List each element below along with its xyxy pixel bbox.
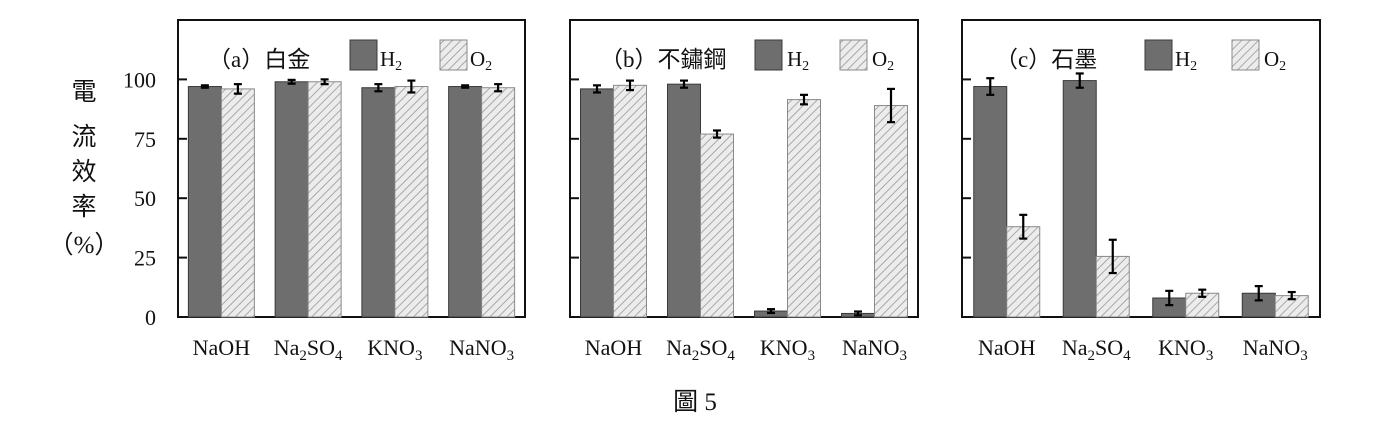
plot-frame [569, 19, 919, 318]
bar-h2 [361, 87, 396, 318]
plot-frame [961, 19, 1321, 318]
y-tick-label: 100 [123, 67, 156, 92]
bar-h2 [580, 88, 614, 318]
bar-o2 [787, 99, 821, 318]
x-tick-label: NaOH [978, 335, 1036, 360]
bar-o2 [307, 81, 342, 318]
bar-o2 [481, 87, 516, 318]
legend-swatch-o2 [1231, 39, 1260, 71]
x-tick-label: NaNO3 [1243, 335, 1308, 364]
ylabel-char: 電 [71, 79, 96, 106]
bar-h2 [667, 83, 701, 318]
ylabel-char: 率 [71, 193, 96, 221]
x-tick-label: NaOH [193, 335, 251, 360]
x-tick-label: KNO3 [367, 335, 422, 364]
y-tick-label: 25 [134, 246, 156, 271]
x-tick-label: Na2SO4 [274, 335, 343, 364]
legend-label-h2: H2 [380, 47, 402, 74]
panel-title: （a）白金 [208, 47, 310, 72]
x-tick-label: Na2SO4 [666, 335, 735, 364]
legend-swatch-h2 [1144, 39, 1173, 71]
ylabel-char: （%） [49, 231, 120, 259]
x-tick-label: KNO3 [1158, 335, 1213, 364]
legend-label-o2: O2 [872, 47, 894, 74]
legend-label-o2: O2 [1264, 47, 1286, 74]
y-tick-label: 0 [145, 305, 156, 330]
figure-caption: 圖 5 [673, 389, 717, 416]
legend: H2 O2 [1144, 39, 1286, 74]
chart-panel: NaOH Na2SO4 KNO3 NaNO3 （c）石墨 H2 O2 [961, 19, 1321, 364]
bar-o2 [1006, 226, 1041, 318]
panel-title: （c）石墨 [995, 47, 1097, 72]
legend-label-h2: H2 [787, 47, 809, 74]
legend-swatch-o2 [439, 39, 468, 71]
panel-title: （b）不鏽鋼 [600, 47, 727, 72]
y-tick-label: 50 [134, 186, 156, 211]
chart-panel: 0 25 50 75 100 NaOH Na2SO4 KNO3 NaNO3 （a）白金 H2 O2 [123, 19, 526, 364]
legend-label-h2: H2 [1175, 47, 1197, 74]
bar-o2 [220, 88, 255, 318]
legend: H2 O2 [349, 39, 492, 74]
bar-o2 [394, 86, 429, 318]
y-tick-label: 75 [134, 127, 156, 152]
x-tick-label: NaNO3 [842, 335, 907, 364]
legend-swatch-h2 [349, 39, 378, 71]
legend-label-o2: O2 [470, 47, 492, 74]
bar-h2 [274, 81, 309, 318]
ylabel-char: 流 [71, 123, 96, 151]
x-tick-label: NaNO3 [449, 335, 514, 364]
chart-panel: NaOH Na2SO4 KNO3 NaNO3 （b）不鏽鋼 H2 O2 [569, 19, 919, 364]
legend: H2 O2 [754, 39, 894, 74]
bar-o2 [874, 105, 908, 318]
ylabel-char: 效 [71, 158, 96, 186]
legend-swatch-h2 [754, 39, 783, 71]
x-tick-label: KNO3 [760, 335, 815, 364]
bar-h2 [448, 86, 483, 318]
x-tick-label: NaOH [585, 335, 643, 360]
bar-h2 [187, 86, 222, 318]
bar-h2 [973, 86, 1008, 318]
bar-o2 [700, 133, 734, 318]
legend-swatch-o2 [839, 39, 868, 71]
bar-h2 [1062, 80, 1097, 318]
x-tick-label: Na2SO4 [1062, 335, 1131, 364]
bar-o2 [613, 84, 647, 318]
plot-frame [177, 19, 526, 318]
